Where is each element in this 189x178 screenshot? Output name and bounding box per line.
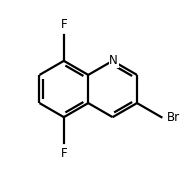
Text: Br: Br — [166, 111, 180, 124]
Text: N: N — [109, 54, 118, 67]
Text: F: F — [60, 147, 67, 160]
Text: F: F — [60, 18, 67, 31]
